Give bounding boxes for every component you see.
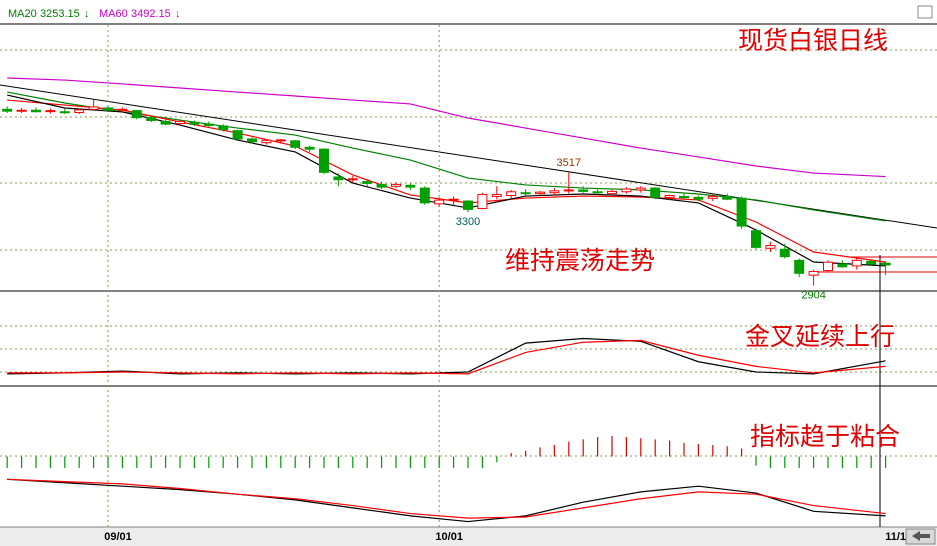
candle-body (448, 198, 459, 201)
series-line (7, 478, 886, 519)
candle-body (376, 183, 387, 188)
candle-body (247, 138, 257, 143)
candle-body (549, 190, 560, 194)
candle-body (103, 107, 113, 111)
candle-body (664, 194, 675, 198)
candle-body (851, 259, 862, 267)
candle-body (679, 195, 689, 199)
candle-body (751, 230, 761, 248)
candle-body (218, 125, 229, 131)
series-line (7, 77, 886, 178)
candle-body (621, 188, 632, 193)
candle-body (419, 187, 430, 204)
x-tick-label: 10/01 (435, 531, 463, 543)
candle-body (146, 117, 157, 121)
candle-body (578, 189, 589, 192)
annotation-note: 维持震荡走势 (505, 246, 655, 275)
candle-body (45, 110, 56, 113)
annotation-note: 现货白银日线 (738, 26, 888, 55)
candle-body (189, 121, 200, 125)
candle-body (232, 130, 243, 140)
candle-body (434, 199, 445, 205)
legend-name: MA20 (8, 8, 37, 20)
legend-arrow: ↓ (175, 8, 181, 20)
annotation-note: 金叉延续上行 (745, 322, 895, 351)
candle-body (880, 262, 891, 266)
candle-body (592, 191, 603, 194)
candle-body (203, 123, 214, 126)
header-button[interactable] (917, 5, 933, 19)
price-annotation: 3517 (557, 157, 581, 169)
candle-body (794, 259, 805, 274)
legend-value: 3253.15 (40, 8, 80, 20)
candle-body (88, 106, 99, 110)
candle-body (347, 178, 358, 181)
candle-body (31, 109, 41, 113)
price-annotation: 3300 (456, 216, 480, 228)
candle-body (131, 110, 142, 119)
candle-body (491, 194, 502, 197)
candle-body (635, 187, 646, 191)
candle-body (722, 195, 733, 200)
candle-body (304, 146, 315, 150)
candle-body (391, 183, 401, 187)
x-tick-label: 11/1 (885, 531, 906, 543)
candle-body (823, 261, 833, 272)
candle-body (290, 140, 301, 148)
legend-value: 3492.15 (131, 8, 171, 20)
candle-body (535, 191, 545, 195)
candle-body (160, 120, 171, 125)
x-axis-strip (0, 527, 937, 546)
candle-body (261, 139, 272, 144)
annotation-note: 指标趋于粘合 (750, 422, 900, 451)
scroll-arrow-icon (912, 531, 930, 541)
legend-arrow: ↓ (84, 8, 90, 20)
candle-body (275, 139, 286, 142)
candle-body (477, 194, 488, 209)
candle-body (333, 176, 344, 181)
candle-body (563, 189, 574, 192)
legend-name: MA60 (99, 8, 128, 20)
candle-body (650, 187, 661, 198)
series-line (7, 339, 886, 375)
series-line (7, 478, 886, 523)
candle-body (693, 196, 704, 200)
candle-body (405, 184, 416, 188)
candle-body (837, 263, 848, 268)
candle-body (779, 248, 790, 258)
candle-body (74, 109, 85, 113)
candle-body (463, 200, 473, 210)
candle-body (736, 197, 747, 227)
candle-body (506, 191, 517, 196)
plot-area: 09/01 10/01 11/1 3517 3300 2904 (2, 25, 906, 543)
candle-body (175, 120, 185, 125)
price-annotation: 2904 (801, 289, 825, 301)
candle-body (866, 260, 877, 265)
candle-body (16, 109, 27, 112)
candle-body (707, 195, 718, 199)
candle-body (808, 270, 819, 276)
candle-body (319, 148, 329, 173)
candle-body (520, 192, 531, 195)
candle-body (2, 108, 13, 112)
candle-body (117, 108, 128, 111)
x-tick-label: 09/01 (104, 531, 132, 543)
candle-body (765, 245, 776, 249)
candle-body (59, 111, 70, 114)
candle-body (362, 181, 373, 184)
candle-body (607, 190, 617, 195)
